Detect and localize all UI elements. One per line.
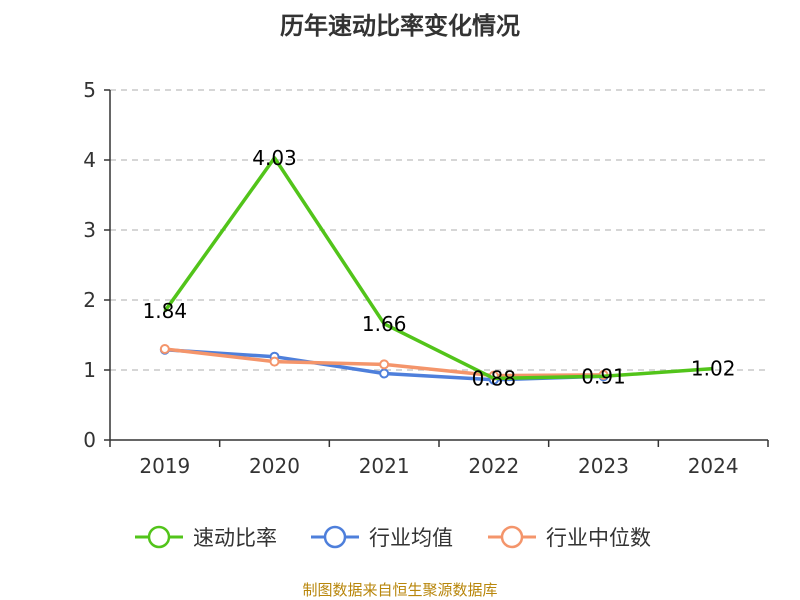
data-label: 1.66: [362, 312, 407, 336]
series-point: [269, 356, 280, 367]
axes: 0 1 2 3 4 5 2019 2020 2021 2022 2023 2024: [83, 78, 769, 478]
source-note: 制图数据来自恒生聚源数据库: [302, 581, 497, 599]
data-label: 1.84: [143, 299, 188, 323]
data-label: 4.03: [252, 146, 297, 170]
chart-title: 历年速动比率变化情况: [280, 12, 520, 40]
data-labels: 1.84 4.03 1.66 0.88 0.91 1.02: [143, 146, 736, 391]
legend: 速动比率 行业均值 行业中位数: [135, 525, 651, 550]
series-point: [159, 344, 170, 354]
x-tick-label: 2022: [468, 454, 519, 478]
x-tick-label: 2023: [578, 454, 629, 478]
x-tick-label: 2020: [249, 454, 300, 478]
x-tick-label: 2024: [688, 454, 739, 478]
series-group: [159, 156, 714, 385]
y-tick-label: 2: [83, 288, 96, 312]
legend-label: 行业均值: [369, 526, 453, 550]
data-label: 0.91: [581, 364, 626, 388]
legend-marker: [147, 525, 171, 549]
y-tick-label: 3: [83, 218, 96, 242]
grid-lines: [110, 89, 768, 371]
series-point: [379, 359, 390, 370]
legend-label: 速动比率: [193, 526, 277, 550]
x-tick-label: 2019: [139, 454, 190, 478]
legend-label: 行业中位数: [546, 526, 651, 550]
y-tick-label: 1: [83, 358, 96, 382]
data-label: 1.02: [691, 357, 736, 381]
series-point: [379, 368, 390, 379]
legend-marker: [323, 525, 347, 549]
y-tick-label: 0: [83, 428, 96, 452]
series-line: [163, 156, 714, 381]
y-tick-label: 4: [83, 148, 96, 172]
data-label: 0.88: [472, 366, 517, 390]
y-tick-label: 5: [83, 78, 96, 102]
legend-marker: [500, 525, 524, 549]
x-tick-label: 2021: [359, 454, 410, 478]
